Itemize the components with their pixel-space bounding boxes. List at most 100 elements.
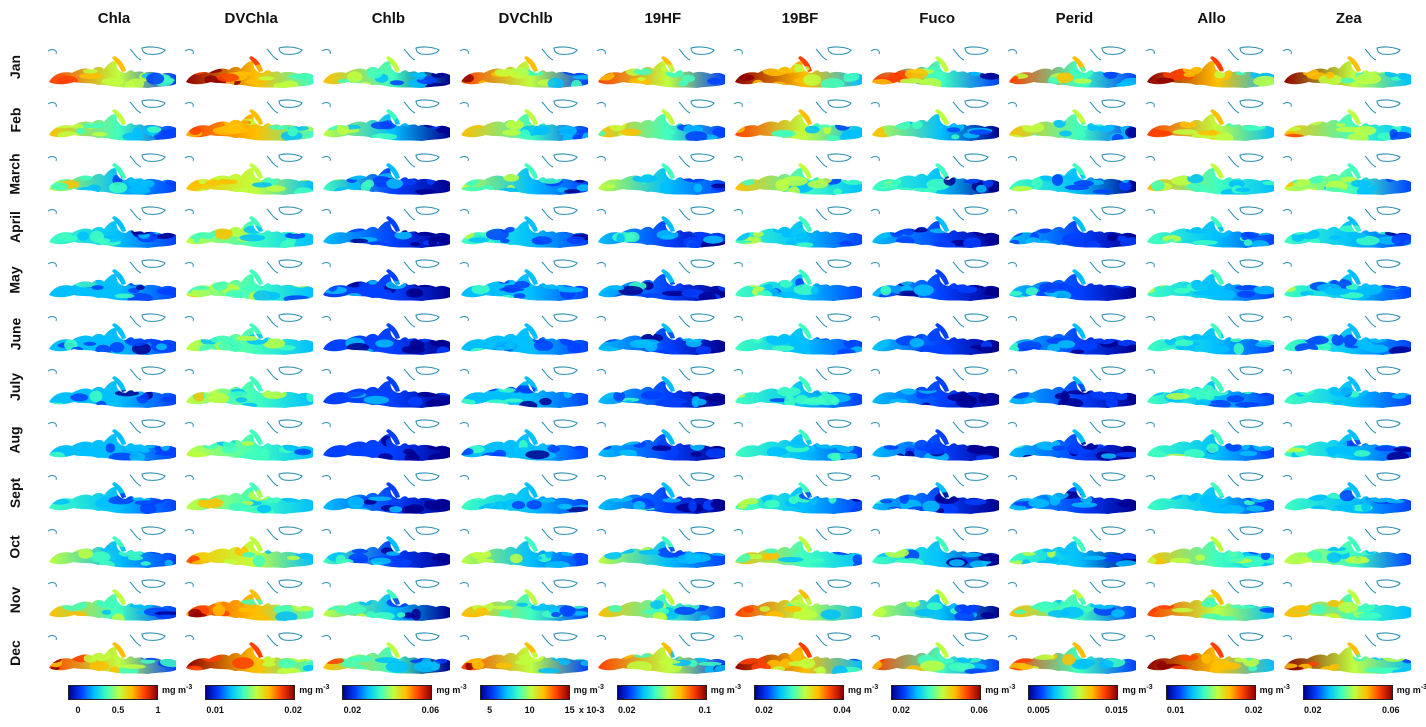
map-svg	[733, 46, 862, 88]
map-svg	[1145, 99, 1274, 142]
black-sea-outline	[553, 206, 578, 215]
black-sea-outline	[141, 632, 166, 642]
coastline	[1364, 261, 1377, 274]
colorbar: mg m-3 0.01 0.02	[199, 681, 335, 727]
colorbar-tick: 0.1	[698, 705, 712, 715]
coastline	[541, 421, 553, 434]
coastline	[266, 48, 279, 61]
map-tile	[320, 362, 454, 412]
coastline	[1008, 262, 1018, 268]
map-svg	[1008, 472, 1137, 515]
map-tile	[320, 309, 454, 359]
map-svg	[184, 312, 314, 355]
map-svg	[596, 259, 725, 302]
coastline	[870, 475, 881, 481]
map-tile	[183, 255, 317, 305]
map-svg	[1282, 99, 1411, 142]
map-tile	[595, 202, 729, 252]
coastline	[322, 49, 332, 55]
adriatic-area	[1346, 56, 1361, 72]
coastline	[1145, 528, 1155, 534]
map-tile	[869, 95, 1003, 145]
map-tile	[595, 149, 729, 199]
adriatic-area	[798, 162, 812, 179]
black-sea-outline	[1376, 632, 1401, 642]
coastline	[541, 48, 553, 61]
map-svg	[1145, 472, 1274, 515]
colorbar-tick: 0.06	[970, 705, 988, 715]
colorbar-tick: 0.02	[1304, 705, 1322, 715]
black-sea-outline	[1239, 366, 1264, 375]
black-sea-outline	[690, 366, 715, 375]
coastline	[322, 582, 332, 588]
coastline	[678, 101, 691, 114]
coastline	[952, 155, 965, 168]
coastline	[952, 48, 965, 61]
adriatic-area	[798, 215, 812, 232]
map-svg	[870, 46, 1000, 88]
adriatic-area	[1346, 535, 1361, 552]
adriatic-area	[112, 642, 126, 659]
black-sea-outline	[415, 259, 441, 269]
black-sea-outline	[690, 46, 715, 55]
sea-area	[1146, 167, 1274, 195]
black-sea-outline	[964, 366, 989, 375]
map-svg	[596, 366, 725, 408]
map-svg	[870, 472, 1000, 515]
adriatic-area	[1346, 109, 1361, 126]
adriatic-area	[798, 322, 812, 339]
adriatic-area	[249, 109, 264, 126]
map-tile	[183, 415, 317, 465]
coastline	[815, 368, 828, 381]
coastline	[678, 634, 691, 647]
adriatic-area	[1209, 482, 1224, 499]
adriatic-area	[660, 482, 675, 499]
adriatic-area	[1072, 482, 1087, 499]
coastline	[459, 368, 469, 375]
coastline	[184, 582, 195, 588]
map-svg	[733, 526, 862, 568]
map-svg	[1145, 153, 1274, 195]
colorbar-tick: 10	[524, 705, 535, 715]
coastline	[870, 208, 881, 215]
map-tile	[320, 202, 454, 252]
map-svg	[1008, 579, 1137, 621]
black-sea-outline	[141, 46, 166, 55]
colorbar-gradient	[1028, 685, 1119, 700]
black-sea-outline	[1239, 312, 1264, 322]
map-svg	[733, 259, 862, 302]
black-sea-outline	[690, 632, 715, 642]
coastline	[1008, 635, 1018, 641]
coastline	[1364, 475, 1377, 487]
black-sea-outline	[1101, 153, 1127, 162]
black-sea-outline	[415, 419, 441, 429]
coastline	[322, 368, 332, 375]
map-tile	[46, 628, 180, 678]
adriatic-area	[1072, 322, 1087, 339]
black-sea-outline	[827, 526, 852, 535]
coastline	[596, 315, 606, 321]
black-sea-outline	[827, 366, 852, 375]
map-svg	[870, 366, 1000, 408]
map-svg	[870, 526, 1000, 568]
coastline	[678, 208, 691, 221]
coastline	[870, 262, 881, 268]
adriatic-area	[660, 215, 675, 232]
map-svg	[47, 526, 176, 568]
map-tile	[183, 522, 317, 572]
map-svg	[322, 153, 451, 195]
map-tile	[46, 42, 180, 92]
adriatic-area	[660, 589, 675, 605]
map-tile	[732, 468, 866, 518]
colorbar-tick: 0.02	[892, 705, 910, 715]
black-sea-outline	[415, 526, 441, 535]
adriatic-area	[660, 162, 675, 179]
colorbar-gradient	[479, 685, 570, 700]
coastline	[1282, 49, 1292, 55]
map-svg	[733, 99, 862, 142]
map-svg	[1008, 153, 1137, 195]
map-tile	[320, 42, 454, 92]
coastline	[129, 368, 142, 381]
map-tile	[732, 628, 866, 678]
map-tile	[46, 95, 180, 145]
